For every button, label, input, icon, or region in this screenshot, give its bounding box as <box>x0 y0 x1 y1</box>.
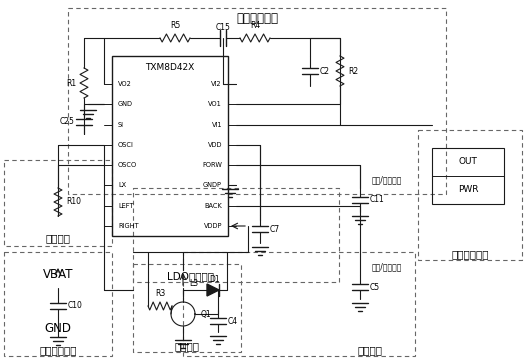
Text: R3: R3 <box>155 289 165 298</box>
Polygon shape <box>207 284 219 296</box>
Bar <box>133 264 241 352</box>
Text: 前进/后退马达: 前进/后退马达 <box>372 175 402 184</box>
Text: GNDP: GNDP <box>203 182 222 188</box>
Text: BACK: BACK <box>204 203 222 209</box>
Text: OSCI: OSCI <box>118 142 134 148</box>
Bar <box>133 188 339 282</box>
Text: VI2: VI2 <box>211 81 222 87</box>
Text: C25: C25 <box>59 117 74 126</box>
Text: VO1: VO1 <box>208 101 222 107</box>
Bar <box>68 8 446 194</box>
Text: Q1: Q1 <box>201 309 211 318</box>
Text: 左转/右转马达: 左转/右转马达 <box>372 262 402 271</box>
Text: R2: R2 <box>348 66 358 75</box>
Text: R5: R5 <box>170 21 180 30</box>
Text: FORW: FORW <box>202 162 222 168</box>
Text: 振荡电路: 振荡电路 <box>46 233 70 243</box>
Text: 信号放大电路: 信号放大电路 <box>236 12 278 25</box>
Text: LX: LX <box>118 182 126 188</box>
Text: OSCO: OSCO <box>118 162 137 168</box>
Bar <box>418 130 522 260</box>
Text: 升压电路: 升压电路 <box>175 341 199 351</box>
Text: 射频接收电路: 射频接收电路 <box>451 249 489 259</box>
Text: L3: L3 <box>189 278 198 287</box>
Text: GND: GND <box>118 101 133 107</box>
Text: GND: GND <box>45 322 72 335</box>
Text: 电源滤波电路: 电源滤波电路 <box>39 345 77 355</box>
Text: PWR: PWR <box>458 186 478 195</box>
Bar <box>432 148 504 204</box>
Text: OUT: OUT <box>459 157 478 166</box>
Text: R10: R10 <box>66 197 81 206</box>
Text: C2: C2 <box>320 66 330 75</box>
Text: C10: C10 <box>68 301 83 310</box>
Bar <box>183 252 415 356</box>
Text: SI: SI <box>118 122 124 127</box>
Text: TXM8D42X: TXM8D42X <box>145 64 195 73</box>
Text: 马达电路: 马达电路 <box>358 345 382 355</box>
Text: C11: C11 <box>370 196 385 204</box>
Text: C5: C5 <box>370 283 380 291</box>
Bar <box>4 252 112 356</box>
Text: VBAT: VBAT <box>43 269 73 282</box>
Text: D1: D1 <box>210 275 220 284</box>
Text: VO2: VO2 <box>118 81 132 87</box>
Text: VDD: VDD <box>207 142 222 148</box>
Text: R4: R4 <box>250 21 260 30</box>
Text: C15: C15 <box>216 23 230 32</box>
Text: VDDP: VDDP <box>204 223 222 229</box>
Text: VI1: VI1 <box>211 122 222 127</box>
Text: LDO滤波电路: LDO滤波电路 <box>167 271 214 281</box>
Text: RIGHT: RIGHT <box>118 223 139 229</box>
Text: C7: C7 <box>270 225 280 234</box>
Text: R1: R1 <box>66 78 76 87</box>
Bar <box>112 56 228 236</box>
Bar <box>4 160 112 246</box>
Text: LEFT: LEFT <box>118 203 134 209</box>
Text: C4: C4 <box>228 317 238 326</box>
